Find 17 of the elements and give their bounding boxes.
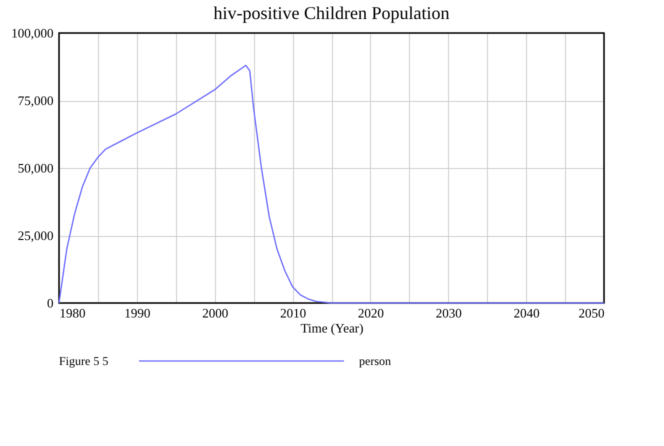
chart-title: hiv-positive Children Population bbox=[214, 3, 450, 23]
x-tick-label: 2020 bbox=[358, 306, 384, 320]
y-tick-label: 50,000 bbox=[18, 160, 54, 176]
text: person bbox=[359, 354, 391, 368]
y-tick-label: 75,000 bbox=[18, 93, 54, 108]
y-tick-label: 0 bbox=[47, 296, 54, 310]
x-tick-label: 2000 bbox=[202, 306, 228, 320]
x-tick-label: 2010 bbox=[280, 306, 306, 320]
x-tick-label: 1980 bbox=[60, 306, 86, 320]
x-tick-label: 1990 bbox=[124, 306, 150, 320]
y-tick-label: 25,000 bbox=[18, 228, 54, 243]
x-tick-label: 2040 bbox=[514, 306, 540, 320]
y-tick-label: 100,000 bbox=[11, 26, 54, 40]
x-axis-title: Time (Year) bbox=[300, 320, 364, 336]
x-tick-label: 2050 bbox=[578, 306, 604, 320]
x-tick-label: 2030 bbox=[436, 306, 462, 320]
text: Figure 5 5 bbox=[59, 354, 108, 368]
